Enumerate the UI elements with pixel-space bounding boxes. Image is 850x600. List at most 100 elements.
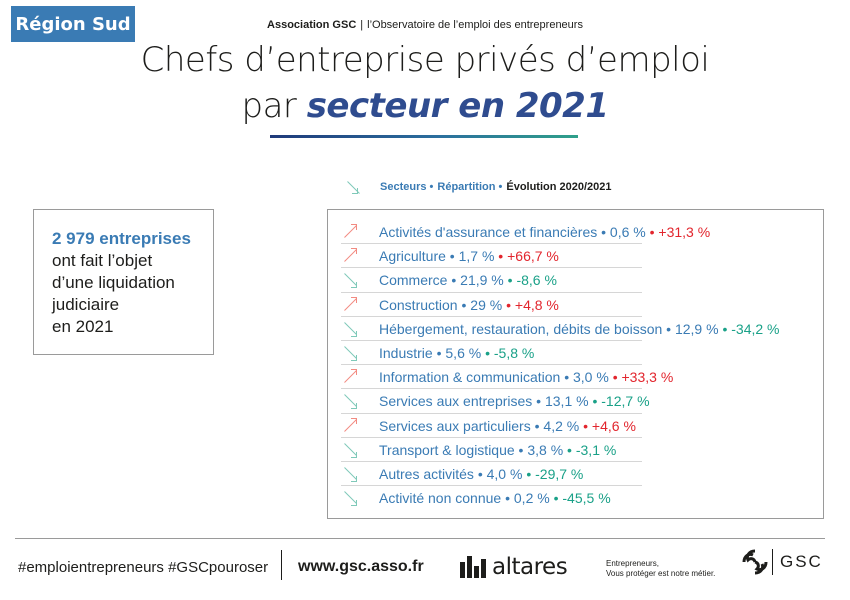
sector-share: 0,6 % [609, 224, 646, 240]
trend-down-arrow-icon [341, 272, 357, 289]
sector-change: -12,7 % [601, 393, 650, 410]
bullet-separator: • [597, 224, 610, 240]
sector-name: Commerce [379, 272, 448, 289]
sector-row: Transport & logistique • 3,8 % • -3,1 % [341, 438, 616, 462]
bullet-separator: • [514, 441, 528, 458]
sector-row: Activité non connue • 0,2 % • -45,5 % [341, 486, 611, 510]
sector-name: Construction [379, 296, 458, 313]
row-divider [341, 291, 642, 293]
row-divider [341, 485, 642, 487]
sector-name: Agriculture [379, 248, 446, 265]
sector-name: Information & communication [379, 369, 561, 386]
sector-share: 5,6 % [445, 345, 482, 361]
trend-down-arrow-icon [341, 393, 357, 410]
sector-share: 12,9 % [674, 320, 719, 337]
tagline: Entrepreneurs, Vous protéger est notre m… [606, 559, 715, 579]
callout-line: en 2021 [52, 317, 114, 336]
sector-row: Commerce • 21,9 % • -8,6 % [341, 268, 557, 292]
trend-down-arrow-icon [341, 466, 357, 482]
callout-line: d’une liquidation [52, 273, 175, 292]
sector-row: Industrie • 5,6 % • -5,8 % [341, 341, 534, 365]
callout-line: ont fait l’objet [52, 251, 153, 270]
sector-share: 29 % [470, 296, 503, 313]
sector-change: +66,7 % [507, 248, 559, 265]
sector-name: Transport & logistique [379, 441, 515, 458]
trend-down-arrow-icon [341, 442, 357, 458]
sector-change: -45,5 % [562, 490, 611, 507]
row-divider [341, 412, 642, 414]
page-title-emphasis: secteur en 2021 [306, 86, 609, 126]
hashtags: #emploientrepreneurs #GSCpouroser [18, 559, 269, 576]
trend-down-arrow-icon [341, 345, 357, 361]
bullet-separator: • [645, 224, 659, 240]
bullet-separator: • [502, 296, 515, 313]
sector-share: 4,2 % [543, 417, 580, 434]
bullet-separator: • [549, 490, 563, 507]
sector-share: 3,8 % [527, 441, 564, 458]
legend-sectors: Secteurs • [380, 181, 434, 193]
bullet-separator: • [503, 272, 517, 289]
row-divider [341, 315, 642, 317]
trend-up-arrow-icon [341, 296, 357, 313]
trend-up-arrow-icon [341, 248, 357, 264]
page-title-line1: Chefs d’entreprise privés d’emploi [140, 40, 710, 80]
sector-name: Activité non connue [379, 490, 502, 507]
association-line: Association GSC | l’Observatoire de l’empl… [0, 19, 850, 31]
sector-row: Agriculture • 1,7 % • +66,7 % [341, 244, 559, 268]
row-divider [341, 243, 642, 245]
row-divider [341, 388, 642, 390]
observatory-name: l’Observatoire de l’emploi des entrepren… [367, 19, 583, 31]
sector-share: 4,0 % [486, 466, 523, 482]
sector-change: +4,6 % [591, 417, 636, 434]
trend-up-arrow-icon [341, 417, 357, 434]
sector-row: Autres activités • 4,0 % • -29,7 % [341, 462, 583, 486]
bullet-separator: • [579, 417, 592, 434]
region-badge: Région Sud [11, 6, 135, 42]
trend-up-arrow-icon [341, 369, 357, 385]
page-title-line2: par secteur en 2021 [0, 86, 850, 126]
bullet-separator: • [718, 320, 732, 337]
sector-row: Activités d'assurance et financières • 0… [341, 220, 710, 244]
gsc-logo-text: GSC [780, 552, 823, 571]
tagline-line: Vous protéger est notre métier. [606, 569, 716, 578]
sector-change: -8,6 % [516, 272, 557, 289]
sector-name: Industrie [379, 345, 433, 361]
sector-row: Services aux particuliers • 4,2 % • +4,6… [341, 414, 636, 438]
sector-name: Services aux entreprises [379, 393, 533, 410]
footer-separator [281, 550, 282, 580]
trend-down-arrow-icon [344, 180, 360, 194]
sector-change: -34,2 % [731, 320, 780, 337]
bullet-separator: • [501, 490, 514, 507]
page-title-prefix: par [241, 86, 307, 126]
sector-name: Activités d'assurance et financières [379, 224, 598, 240]
sector-share: 1,7 % [458, 248, 495, 265]
sector-name: Hébergement, restauration, débits de boi… [379, 320, 663, 337]
title-underline [270, 135, 578, 138]
bullet-separator: • [473, 466, 487, 482]
sector-name: Services aux particuliers [379, 417, 531, 434]
website-link[interactable]: www.gsc.asso.fr [298, 558, 424, 575]
sector-change: -29,7 % [535, 466, 584, 482]
liquidation-callout: 2 979 entreprises ont fait l’objet d’une… [33, 209, 214, 355]
trend-down-arrow-icon [341, 321, 357, 337]
sector-row: Services aux entreprises • 13,1 % • -12,… [341, 389, 650, 413]
legend: Secteurs • Répartition • Évolution 2020/… [344, 180, 612, 194]
altares-logo: altares [460, 554, 568, 580]
callout-line: judiciaire [52, 295, 120, 314]
altares-wordmark: altares [492, 554, 568, 580]
sector-share: 13,1 % [544, 393, 589, 410]
trend-up-arrow-icon [341, 224, 357, 240]
bullet-separator: • [608, 369, 622, 386]
legend-evolution: Évolution 2020/2021 [506, 181, 612, 193]
footer-divider [15, 538, 825, 539]
bullet-separator: • [494, 248, 508, 265]
bullet-separator: • [588, 393, 602, 410]
sector-row: Construction • 29 % • +4,8 % [341, 293, 559, 317]
bullet-separator: • [530, 417, 544, 434]
association-separator: | [360, 19, 364, 31]
gsc-logo-divider [772, 549, 773, 575]
sector-share: 21,9 % [460, 272, 504, 289]
sector-change: +33,3 % [621, 369, 674, 386]
sector-share: 0,2 % [513, 490, 550, 507]
sector-share: 3,0 % [573, 369, 609, 386]
